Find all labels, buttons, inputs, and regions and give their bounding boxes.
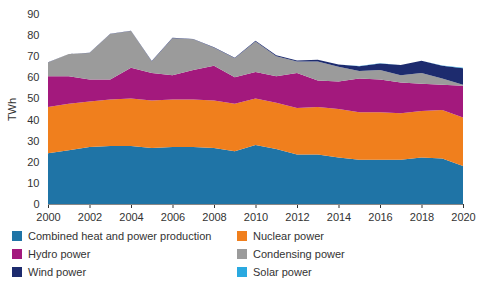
- svg-text:90: 90: [27, 8, 39, 20]
- html-text:Wind power: Wind power: [28, 266, 87, 278]
- svg-text:2008: 2008: [202, 211, 226, 223]
- svg-text:2006: 2006: [161, 211, 185, 223]
- html-text:Hydro power: Hydro power: [28, 248, 91, 260]
- svg-text:0: 0: [33, 198, 39, 210]
- svg-text:2012: 2012: [285, 211, 309, 223]
- svg-text:TWh: TWh: [6, 98, 18, 121]
- svg-text:70: 70: [27, 50, 39, 62]
- svg-text:2000: 2000: [36, 211, 60, 223]
- svg-text:60: 60: [27, 71, 39, 83]
- html-text:Condensing power: Condensing power: [253, 248, 345, 260]
- svg-text:30: 30: [27, 135, 39, 147]
- html-text:Combined heat and power produc: Combined heat and power production: [28, 230, 212, 242]
- html-text:Nuclear power: Nuclear power: [253, 230, 324, 242]
- html-text:Solar power: Solar power: [253, 266, 312, 278]
- svg-text:10: 10: [27, 177, 39, 189]
- svg-text:2018: 2018: [410, 211, 434, 223]
- svg-text:40: 40: [27, 114, 39, 126]
- svg-text:2004: 2004: [119, 211, 143, 223]
- svg-text:50: 50: [27, 92, 39, 104]
- svg-text:2014: 2014: [327, 211, 351, 223]
- svg-text:20: 20: [27, 156, 39, 168]
- svg-text:2020: 2020: [451, 211, 475, 223]
- svg-text:2002: 2002: [78, 211, 102, 223]
- svg-text:80: 80: [27, 29, 39, 41]
- svg-text:2016: 2016: [368, 211, 392, 223]
- svg-text:2010: 2010: [244, 211, 268, 223]
